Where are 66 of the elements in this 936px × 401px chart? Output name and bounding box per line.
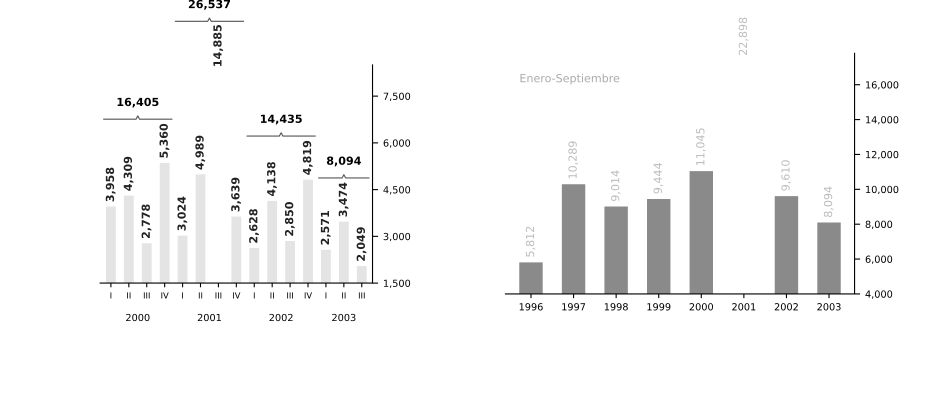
data-label: 5,360 [159, 124, 170, 158]
y-tick-label: 16,000 [866, 81, 898, 90]
x-tick-label: 2002 [774, 303, 798, 310]
x-tick-label: 1999 [647, 303, 670, 310]
data-label: 9,014 [610, 170, 620, 202]
text: 2001 [198, 314, 221, 322]
data-label: 11,045 [696, 128, 706, 166]
x-tick-label: 2000 [690, 303, 714, 310]
y-tick-label: 6,000 [384, 139, 410, 148]
x-tick-label: IV [233, 292, 240, 298]
y-tick-label: 8,000 [866, 220, 892, 230]
data-label: 8,094 [824, 186, 834, 217]
text: 22,898 [738, 18, 748, 55]
x-tick-label: III [144, 292, 150, 298]
annotation: 14,435 [260, 114, 302, 124]
y-tick-label: 14,000 [866, 116, 898, 124]
data-label: 3,639 [231, 178, 241, 212]
y-tick-label: 6,000 [866, 256, 892, 264]
y-tick-label: 10,000 [866, 186, 898, 194]
data-label: 4,138 [267, 162, 277, 196]
data-label: 2,850 [284, 202, 295, 236]
text: 14,885 [213, 25, 224, 66]
x-tick-label: 1997 [562, 303, 586, 310]
x-tick-label: II [270, 292, 274, 298]
x-tick-label: II [198, 292, 202, 298]
x-tick-label: 2001 [732, 303, 756, 310]
annotation: 16,405 [118, 98, 158, 108]
x-tick-label: 1998 [604, 303, 628, 310]
x-tick-label: IV [304, 292, 312, 298]
text: 26,537 [188, 0, 230, 10]
y-tick-label: 3,000 [384, 232, 410, 242]
data-label: 3,024 [177, 196, 188, 231]
data-label: 3,958 [106, 168, 116, 202]
y-tick-label: 1,500 [384, 280, 410, 288]
data-label: 2,571 [320, 210, 331, 244]
data-label: 2,778 [142, 204, 152, 238]
y-tick-label: 4,500 [383, 186, 410, 194]
data-label: 10,289 [568, 141, 578, 178]
data-label: 5,812 [526, 226, 536, 257]
data-label: 3,474 [338, 182, 348, 216]
text: 2002 [269, 314, 293, 322]
x-tick-label: I [182, 292, 183, 298]
x-tick-label: 2003 [817, 303, 841, 310]
data-label: 2,628 [249, 209, 259, 243]
x-tick-label: II [127, 292, 130, 298]
x-tick-label: III [287, 292, 293, 298]
data-label: 9,610 [781, 160, 791, 191]
text: Enero-Septiembre [520, 74, 620, 85]
x-tick-label: II [342, 292, 346, 298]
text: 2000 [126, 314, 150, 322]
x-tick-label: III [358, 292, 365, 298]
x-tick-label: I [254, 292, 255, 298]
y-tick-label: 12,000 [866, 150, 898, 160]
data-label: 2,049 [356, 227, 366, 261]
data-label: 4,819 [302, 140, 313, 175]
annotation: 8,094 [326, 156, 361, 166]
x-tick-label: III [216, 292, 222, 298]
y-tick-label: 7,500 [384, 92, 410, 101]
data-label: 4,989 [195, 136, 206, 170]
x-tick-label: 1996 [520, 303, 543, 310]
x-tick-label: IV [161, 292, 169, 298]
y-tick-label: 4,000 [865, 290, 892, 299]
data-label: 9,444 [654, 163, 664, 194]
text: 2003 [332, 314, 356, 322]
data-label: 4,309 [124, 156, 134, 191]
x-tick-label: I [110, 292, 112, 298]
